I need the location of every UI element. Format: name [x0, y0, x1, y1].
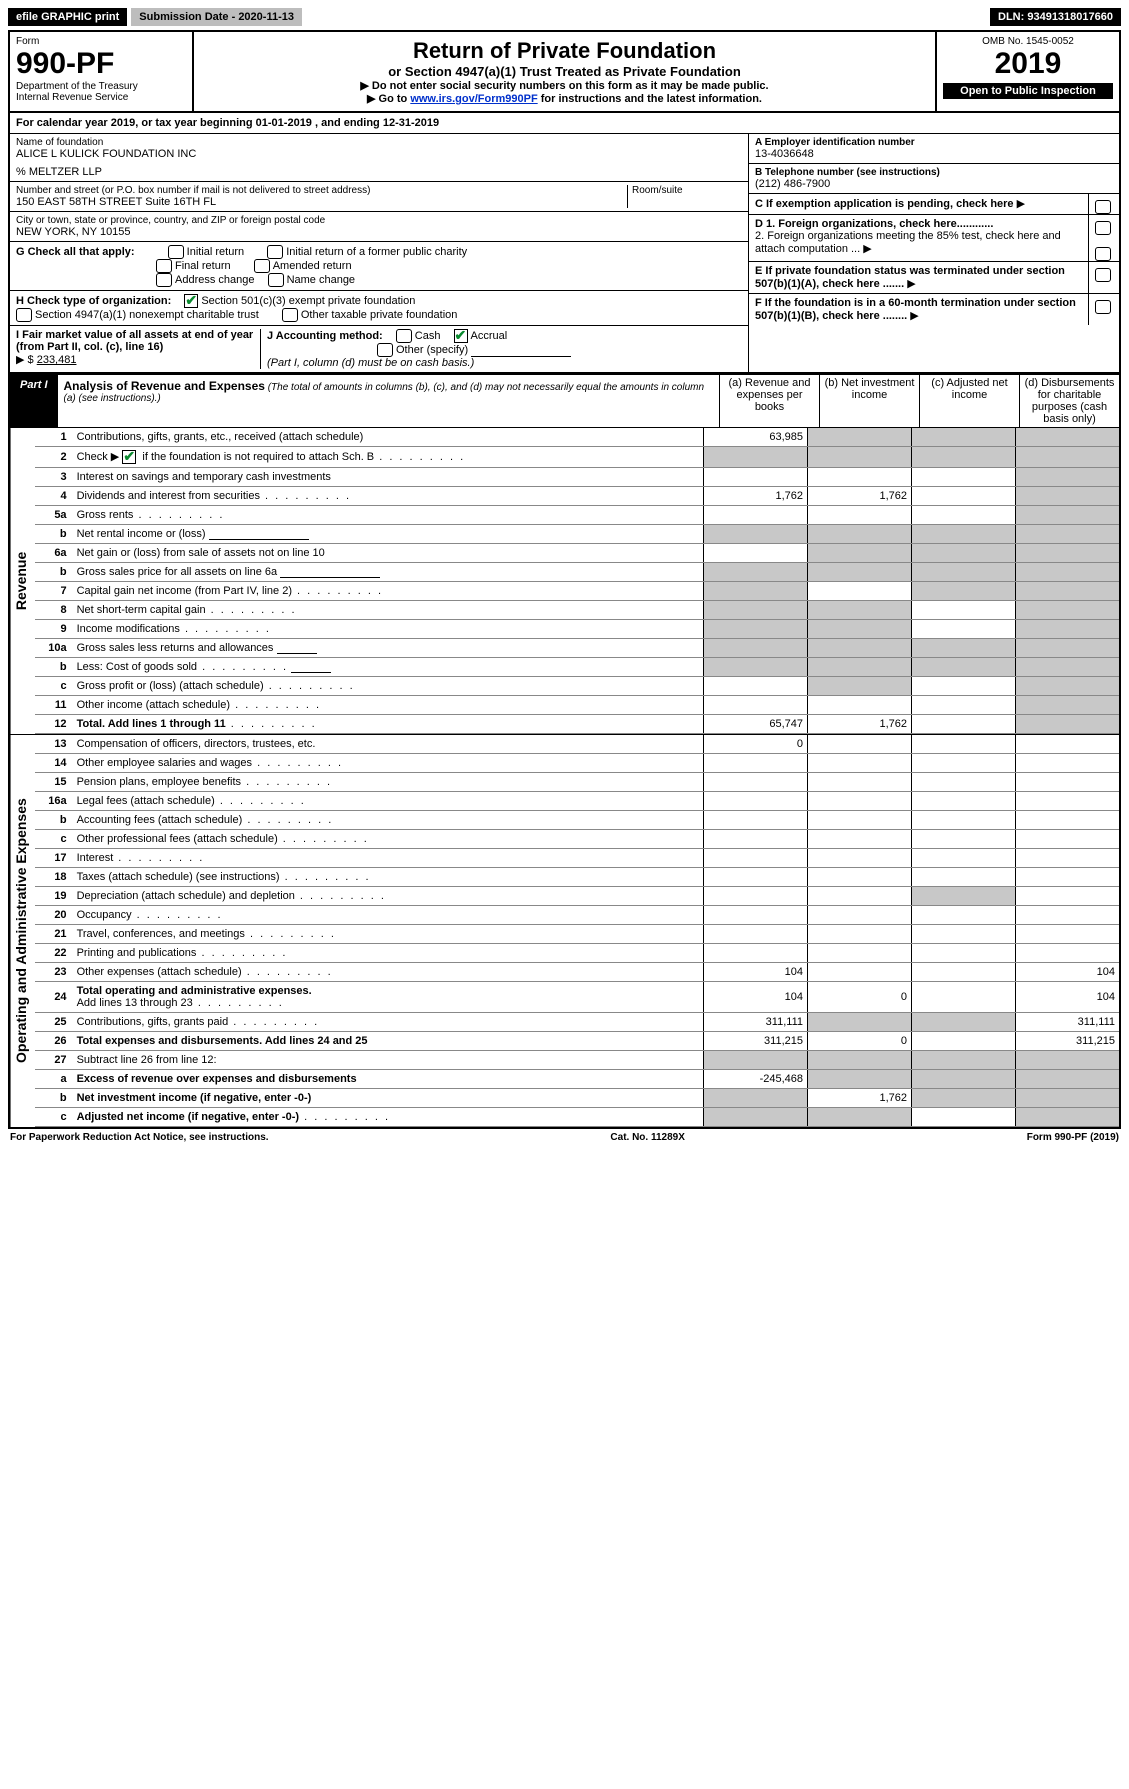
foundation-name: ALICE L KULICK FOUNDATION INC: [16, 148, 742, 160]
other-taxable-checkbox[interactable]: [282, 308, 298, 322]
l24-b: 0: [808, 982, 912, 1013]
cash-checkbox[interactable]: [396, 329, 412, 343]
revenue-side-label: Revenue: [10, 428, 35, 734]
initial-return-checkbox[interactable]: [168, 245, 184, 259]
address-change-checkbox[interactable]: [156, 273, 172, 287]
l24-a: 104: [704, 982, 808, 1013]
initial-return-former-checkbox[interactable]: [267, 245, 283, 259]
page-footer: For Paperwork Reduction Act Notice, see …: [8, 1129, 1121, 1146]
form-header: Form 990-PF Department of the Treasury I…: [10, 32, 1119, 113]
col-a-header: (a) Revenue and expenses per books: [719, 375, 819, 427]
d1-label: D 1. Foreign organizations, check here..…: [755, 218, 993, 230]
l26-d: 311,215: [1016, 1032, 1120, 1051]
footer-left: For Paperwork Reduction Act Notice, see …: [10, 1132, 269, 1143]
opex-side-label: Operating and Administrative Expenses: [10, 735, 35, 1127]
l23-a: 104: [704, 963, 808, 982]
section-g: G Check all that apply: Initial return I…: [10, 242, 748, 291]
room-suite-label: Room/suite: [632, 185, 742, 196]
footer-mid: Cat. No. 11289X: [610, 1132, 684, 1143]
c-checkbox[interactable]: [1095, 200, 1111, 214]
accrual-checkbox[interactable]: [454, 329, 468, 343]
sch-b-checkbox[interactable]: [122, 450, 136, 464]
l25-d: 311,111: [1016, 1013, 1120, 1032]
c-label: C If exemption application is pending, c…: [755, 198, 1014, 210]
l23-d: 104: [1016, 963, 1120, 982]
calendar-year-row: For calendar year 2019, or tax year begi…: [10, 113, 1119, 134]
irs-label: Internal Revenue Service: [16, 92, 186, 103]
form-note-ssn: Do not enter social security numbers on …: [204, 79, 925, 92]
d2-label: 2. Foreign organizations meeting the 85%…: [755, 230, 1061, 255]
section-h: H Check type of organization: Section 50…: [10, 291, 748, 326]
care-of: % MELTZER LLP: [16, 166, 742, 178]
form-label: Form: [16, 36, 186, 47]
ein-value: 13-4036648: [755, 148, 1113, 160]
e-checkbox[interactable]: [1095, 268, 1111, 282]
revenue-section: Revenue 1Contributions, gifts, grants, e…: [10, 428, 1119, 734]
l1-a: 63,985: [704, 428, 808, 447]
dln-badge: DLN: 93491318017660: [990, 8, 1121, 26]
l27a-a: -245,468: [704, 1070, 808, 1089]
name-change-checkbox[interactable]: [268, 273, 284, 287]
efile-badge: efile GRAPHIC print: [8, 8, 127, 26]
footer-right: Form 990-PF (2019): [1027, 1132, 1119, 1143]
4947a1-checkbox[interactable]: [16, 308, 32, 322]
top-bar: efile GRAPHIC print Submission Date - 20…: [8, 8, 1121, 26]
city-state-zip: NEW YORK, NY 10155: [16, 226, 742, 238]
tax-year: 2019: [943, 47, 1113, 81]
l26-a: 311,215: [704, 1032, 808, 1051]
info-section: Name of foundation ALICE L KULICK FOUNDA…: [10, 134, 1119, 373]
ein-label: A Employer identification number: [755, 137, 1113, 148]
part1-header: Part I Analysis of Revenue and Expenses …: [10, 373, 1119, 428]
final-return-checkbox[interactable]: [156, 259, 172, 273]
phone-value: (212) 486-7900: [755, 178, 1113, 190]
l4-a: 1,762: [704, 487, 808, 506]
phone-label: B Telephone number (see instructions): [755, 167, 1113, 178]
d1-checkbox[interactable]: [1095, 221, 1111, 235]
section-j: J Accounting method: Cash Accrual Other …: [261, 329, 742, 369]
col-b-header: (b) Net investment income: [819, 375, 919, 427]
col-c-header: (c) Adjusted net income: [919, 375, 1019, 427]
omb-number: OMB No. 1545-0052: [943, 36, 1113, 47]
l24-d: 104: [1016, 982, 1120, 1013]
form-note-link-row: Go to www.irs.gov/Form990PF for instruct…: [204, 92, 925, 105]
l13-a: 0: [704, 735, 808, 754]
form-number: 990-PF: [16, 47, 186, 81]
form-container: Form 990-PF Department of the Treasury I…: [8, 30, 1121, 1129]
form990pf-link[interactable]: www.irs.gov/Form990PF: [410, 93, 537, 105]
l4-b: 1,762: [808, 487, 912, 506]
open-to-public: Open to Public Inspection: [943, 83, 1113, 99]
part1-label: Part I: [10, 375, 58, 427]
tax-year-begin: 01-01-2019: [256, 117, 312, 129]
opex-section: Operating and Administrative Expenses 13…: [10, 734, 1119, 1127]
l25-a: 311,111: [704, 1013, 808, 1032]
form-subtitle: or Section 4947(a)(1) Trust Treated as P…: [204, 64, 925, 79]
form-title: Return of Private Foundation: [204, 38, 925, 64]
tax-year-end: 12-31-2019: [383, 117, 439, 129]
fmv-value: 233,481: [37, 354, 77, 366]
section-i: I Fair market value of all assets at end…: [16, 329, 261, 369]
501c3-checkbox[interactable]: [184, 294, 198, 308]
l27b-b: 1,762: [808, 1089, 912, 1108]
f-checkbox[interactable]: [1095, 300, 1111, 314]
street-address: 150 EAST 58TH STREET Suite 16TH FL: [16, 196, 627, 208]
submission-date-badge: Submission Date - 2020-11-13: [131, 8, 302, 26]
l26-b: 0: [808, 1032, 912, 1051]
l12-b: 1,762: [808, 715, 912, 734]
dept-treasury: Department of the Treasury: [16, 81, 186, 92]
l12-a: 65,747: [704, 715, 808, 734]
city-label: City or town, state or province, country…: [16, 215, 742, 226]
amended-return-checkbox[interactable]: [254, 259, 270, 273]
d2-checkbox[interactable]: [1095, 247, 1111, 261]
address-label: Number and street (or P.O. box number if…: [16, 185, 627, 196]
foundation-name-label: Name of foundation: [16, 137, 742, 148]
col-d-header: (d) Disbursements for charitable purpose…: [1019, 375, 1119, 427]
other-method-checkbox[interactable]: [377, 343, 393, 357]
